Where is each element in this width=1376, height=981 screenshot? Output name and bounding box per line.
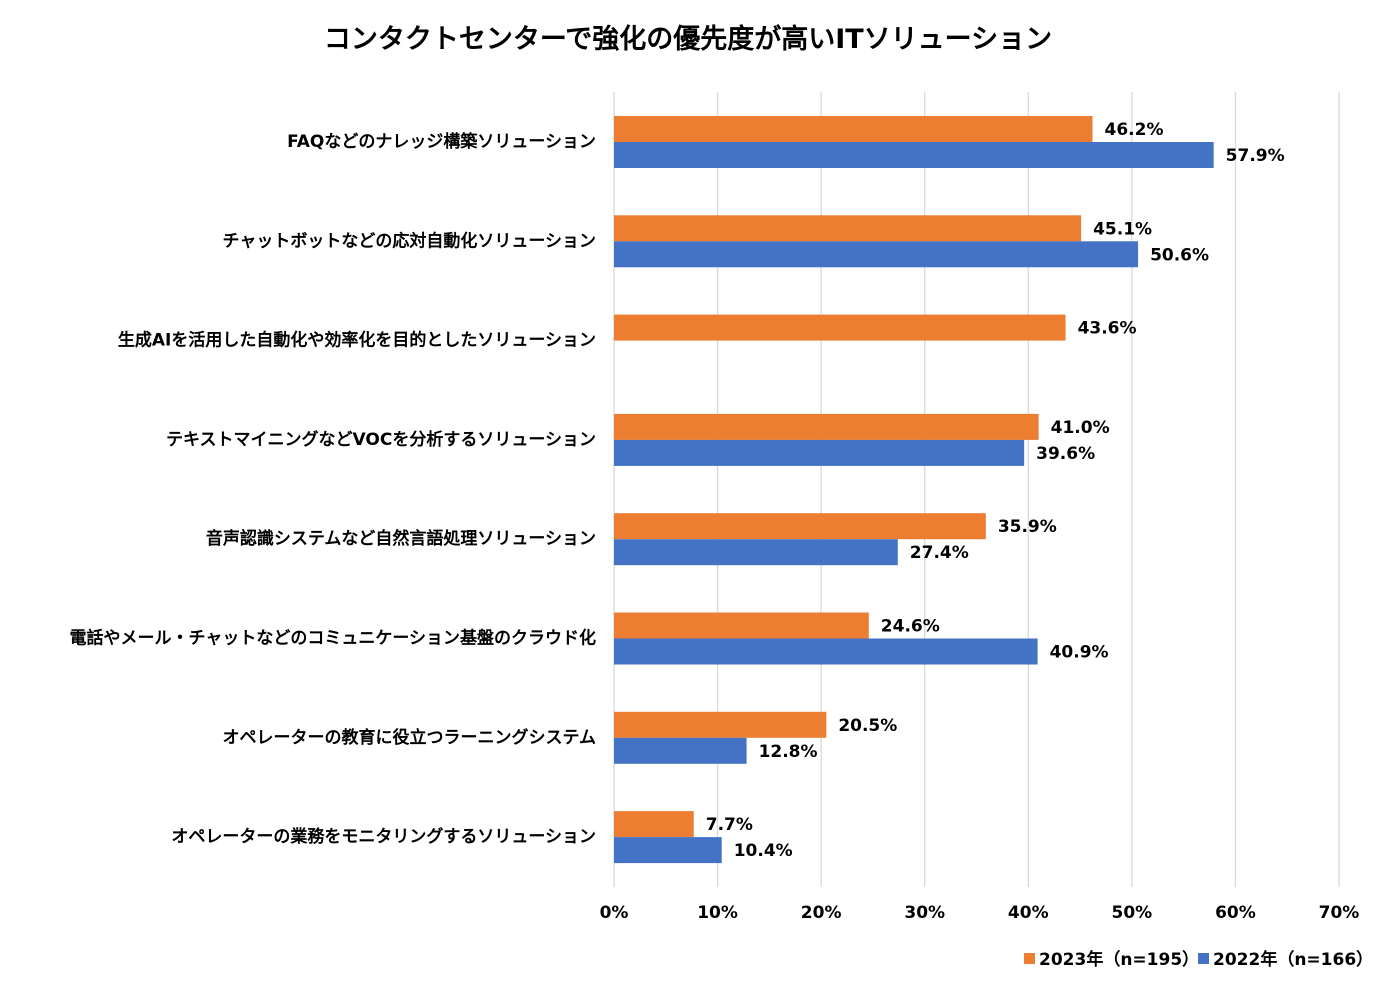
x-tick-label: 30% xyxy=(904,903,945,923)
x-axis-ticks: 0% 10% 20% 30% 40% 50% 60% 70% xyxy=(600,903,1360,923)
data-label: 35.9% xyxy=(998,517,1057,537)
data-label: 57.9% xyxy=(1226,146,1285,166)
data-label: 10.4% xyxy=(734,841,793,861)
category-label: テキストマイニングなどVOCを分析するソリューション xyxy=(166,429,596,450)
category-label: オペレーターの業務をモニタリングするソリューション xyxy=(171,826,596,847)
data-label: 45.1% xyxy=(1093,219,1152,239)
data-label: 20.5% xyxy=(838,716,897,736)
bar-2022 xyxy=(614,241,1139,268)
x-tick-label: 0% xyxy=(600,903,629,923)
x-tick-label: 50% xyxy=(1112,903,1153,923)
data-label: 50.6% xyxy=(1150,245,1209,265)
bar-2023 xyxy=(614,215,1082,242)
data-label: 39.6% xyxy=(1036,444,1095,464)
category-label: オペレーターの教育に役立つラーニングシステム xyxy=(223,727,597,748)
x-tick-label: 40% xyxy=(1008,903,1049,923)
legend-swatch xyxy=(1024,953,1035,964)
x-tick-label: 10% xyxy=(697,903,738,923)
category-label: チャットボットなどの応対自動化ソリューション xyxy=(223,230,597,251)
data-label: 27.4% xyxy=(910,543,969,563)
data-label: 46.2% xyxy=(1105,120,1164,140)
data-label: 24.6% xyxy=(881,617,940,637)
bar-2023 xyxy=(614,711,827,738)
bar-2023 xyxy=(614,513,986,540)
bar-2022 xyxy=(614,837,722,864)
bar-2023 xyxy=(614,413,1039,440)
bar-2023 xyxy=(614,314,1066,341)
bar-2023 xyxy=(614,612,869,639)
x-tick-label: 70% xyxy=(1319,903,1360,923)
bar-2022 xyxy=(614,737,747,764)
category-label: 生成AIを活用した自動化や効率化を目的としたソリューション xyxy=(118,330,596,351)
data-label: 40.9% xyxy=(1050,643,1109,663)
legend-label: 2022年（n=166） xyxy=(1213,949,1373,970)
chart-title: コンタクトセンターで強化の優先度が高いITソリューション xyxy=(324,23,1052,55)
category-label: 音声認識システムなど自然言語処理ソリューション xyxy=(206,528,596,549)
data-label: 41.0% xyxy=(1051,418,1110,438)
legend: 2023年（n=195） 2022年（n=166） xyxy=(1024,949,1373,970)
bar-2022 xyxy=(614,539,898,566)
data-label: 12.8% xyxy=(759,742,818,762)
legend-label: 2023年（n=195） xyxy=(1039,949,1199,970)
x-tick-label: 60% xyxy=(1215,903,1256,923)
category-labels: FAQなどのナレッジ構築ソリューションチャットボットなどの応対自動化ソリューショ… xyxy=(70,131,597,847)
bar-2022 xyxy=(614,142,1214,168)
data-label: 7.7% xyxy=(706,815,753,835)
bar-2022 xyxy=(614,439,1025,466)
bar-2023 xyxy=(614,116,1093,142)
gridlines xyxy=(613,92,1340,887)
legend-swatch xyxy=(1198,953,1209,964)
category-label: 電話やメール・チャットなどのコミュニケーション基盤のクラウド化 xyxy=(70,628,597,649)
bar-2023 xyxy=(614,811,694,838)
category-label: FAQなどのナレッジ構築ソリューション xyxy=(287,131,596,152)
bars xyxy=(614,116,1214,864)
x-tick-label: 20% xyxy=(801,903,842,923)
data-label: 43.6% xyxy=(1078,319,1137,339)
data-labels: 46.2% 57.9% 45.1% 50.6% 43.6% 41.0% 39.6% 35.9%… xyxy=(706,120,1285,861)
bar-2022 xyxy=(614,638,1038,665)
